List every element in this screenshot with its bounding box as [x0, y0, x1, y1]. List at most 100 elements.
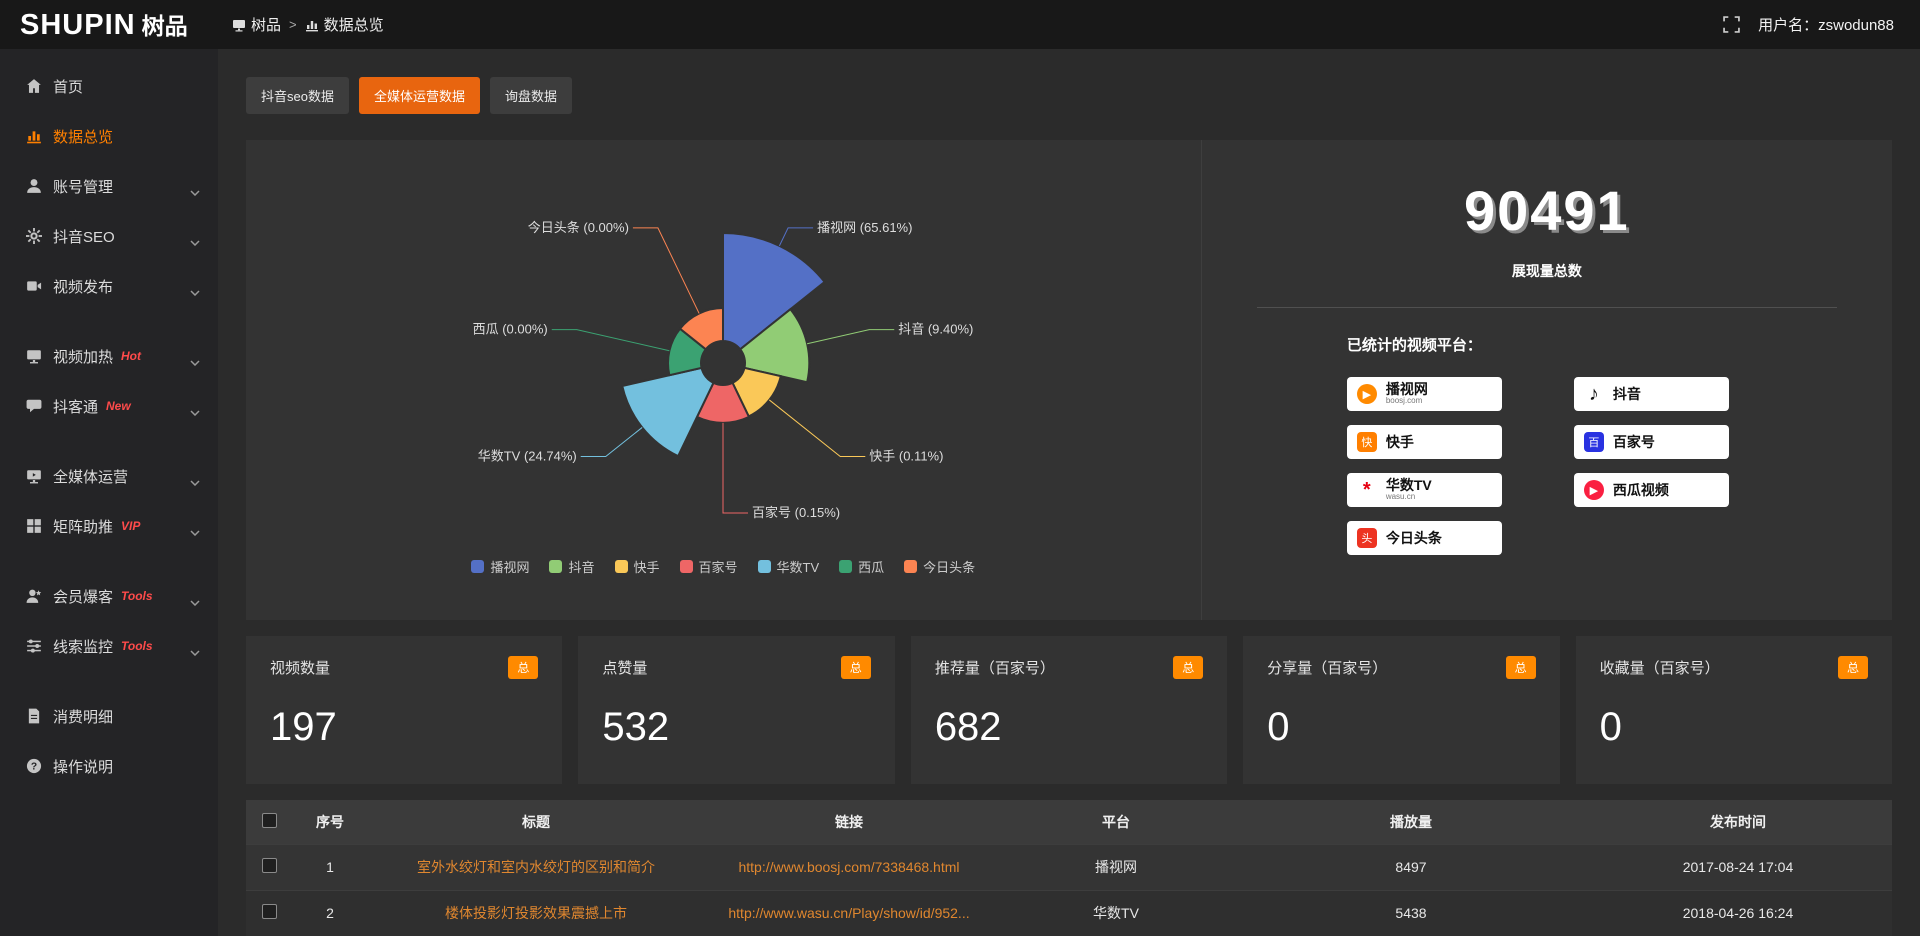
sidebar-item-home[interactable]: 首页 [0, 61, 218, 111]
platform-name: 百家号 [1612, 433, 1655, 450]
sidebar-item-instructions[interactable]: ? 操作说明 [0, 741, 218, 791]
legend-item-0[interactable]: 播视网 [471, 557, 529, 576]
platform-logo-icon: ▶ [1583, 480, 1604, 500]
legend-label: 播视网 [490, 559, 530, 575]
sidebar-item-member-burst[interactable]: 会员爆客 Tools [0, 571, 218, 621]
sidebar-item-label: 线索监控 [53, 638, 114, 656]
sidebar-item-lead-monitor[interactable]: 线索监控 Tools [0, 621, 218, 671]
legend-swatch [549, 559, 563, 573]
sidebar-item-account-mgmt[interactable]: 账号管理 [0, 161, 218, 211]
tab-douyin-seo-data[interactable]: 抖音seo数据 [246, 77, 349, 114]
pie-slice-1[interactable] [739, 307, 811, 383]
sidebar-item-spend-detail[interactable]: 消费明细 [0, 691, 218, 741]
breadcrumb-root-label: 树品 [251, 17, 282, 34]
sidebar-item-video-heat[interactable]: 视频加热 Hot [0, 331, 218, 381]
legend-swatch [614, 559, 628, 573]
sidebar-item-matrix-boost[interactable]: 矩阵助推 VIP [0, 501, 218, 551]
pie-slice-4[interactable] [621, 366, 716, 457]
platform-badge-4: * 华数TV wasu.cn [1346, 473, 1502, 507]
stat-card-value: 0 [1267, 705, 1290, 749]
legend-item-5[interactable]: 西瓜 [839, 557, 884, 576]
sidebar-item-label: 操作说明 [53, 758, 114, 776]
sidebar-item-data-overview[interactable]: 数据总览 [0, 111, 218, 161]
video-url-link[interactable]: http://www.boosj.com/7338468.html [738, 859, 960, 875]
sidebar-item-all-media-ops[interactable]: 全媒体运营 [0, 451, 218, 501]
pie-label-line [769, 399, 866, 457]
video-data-table: 序号 标题 链接 平台 播放量 发布时间 1 室外水绞灯和室内水绞灯的区别和简介 http:/… [246, 800, 1892, 936]
platform-name: 华数TV [1385, 477, 1432, 494]
sidebar-item-tag: Hot [121, 349, 142, 363]
legend-item-3[interactable]: 百家号 [679, 557, 738, 576]
sidebar-item-douketong[interactable]: 抖客通 New [0, 381, 218, 431]
column-header: 平台 [994, 800, 1238, 844]
sidebar-item-label: 消费明细 [53, 708, 114, 726]
row-plays: 5438 [1238, 889, 1584, 936]
platform-logo-icon: ♪ [1588, 382, 1599, 405]
legend-label: 抖音 [568, 559, 595, 575]
video-title-link[interactable]: 楼体投影灯投影效果震撼上市 [445, 905, 627, 921]
pie-label: 今日头条 (0.00%) [528, 219, 629, 234]
platform-badge-6: 头今日头条 [1346, 521, 1502, 555]
stat-card-value: 197 [270, 705, 337, 749]
pie-label: 抖音 (9.40%) [899, 321, 974, 336]
fullscreen-icon[interactable] [1723, 16, 1740, 33]
chevron-down-icon [190, 473, 200, 487]
pie-label: 播视网 (65.61%) [817, 219, 912, 234]
platform-logo-icon: 快 [1356, 432, 1377, 452]
row-time: 2018-04-26 16:24 [1584, 889, 1892, 936]
legend-swatch [757, 559, 771, 573]
stat-card-1: 点赞量 总 532 [578, 636, 895, 784]
tab-inquiry-data[interactable]: 询盘数据 [489, 77, 572, 114]
stat-card-title: 视频数量 [270, 660, 331, 677]
chevron-down-icon [190, 523, 200, 537]
pie-slice-6[interactable] [678, 306, 725, 351]
row-checkbox-cell [246, 843, 292, 890]
chevron-down-icon [190, 283, 200, 297]
app-logo: SHUPIN 树品 [0, 7, 218, 42]
counted-platforms-label: 已统计的视频平台： [1346, 337, 1482, 354]
username-text[interactable]: 用户名：zswodun88 [1758, 17, 1894, 34]
platform-logo-icon: 头 [1356, 528, 1377, 548]
breadcrumb-current[interactable]: 数据总览 [305, 14, 384, 35]
platform-name: 西瓜视频 [1612, 481, 1669, 498]
breadcrumb-current-label: 数据总览 [323, 17, 384, 34]
legend-swatch [471, 559, 485, 573]
screen-icon [232, 18, 246, 32]
legend-label: 今日头条 [923, 559, 976, 575]
legend-item-1[interactable]: 抖音 [549, 557, 595, 576]
video-url-link[interactable]: http://www.wasu.cn/Play/show/id/952... [728, 905, 970, 921]
row-checkbox[interactable] [261, 904, 277, 919]
sidebar-item-label: 矩阵助推 [53, 518, 114, 536]
platform-badge-3: 百百家号 [1573, 425, 1729, 459]
select-all-checkbox[interactable] [261, 812, 277, 828]
row-index: 2 [292, 889, 368, 936]
legend-item-2[interactable]: 快手 [614, 557, 660, 576]
counted-platforms: 已统计的视频平台： ▶ 播视网 boosj.com ♪ 抖音快快手 百百家号 * 华数TV wa… [1346, 334, 1747, 555]
breadcrumb-root[interactable]: 树品 [232, 14, 281, 35]
column-header: 播放量 [1238, 800, 1584, 844]
gear-icon [26, 228, 42, 244]
legend-swatch [679, 559, 693, 573]
pie-label: 快手 (0.11%) [870, 448, 944, 463]
sidebar-item-label: 会员爆客 [53, 588, 114, 606]
member-icon [26, 588, 42, 604]
screen-icon [26, 468, 42, 484]
pie-chart-area: 播视网 (65.61%) 抖音 (9.40%) 快手 (0.11%) 百家号 (0.1… [246, 140, 1201, 620]
column-header: 发布时间 [1584, 800, 1892, 844]
tab-all-media-data[interactable]: 全媒体运营数据 [358, 77, 480, 114]
grid-icon [26, 518, 42, 534]
sidebar-item-video-publish[interactable]: 视频发布 [0, 261, 218, 311]
total-badge: 总 [1838, 656, 1869, 679]
row-checkbox[interactable] [261, 858, 277, 873]
doc-icon [26, 708, 42, 724]
row-index: 1 [292, 843, 368, 890]
legend-item-4[interactable]: 华数TV [757, 557, 819, 576]
video-title-link[interactable]: 室外水绞灯和室内水绞灯的区别和简介 [417, 859, 655, 875]
legend-label: 快手 [633, 559, 660, 575]
sidebar-item-douyin-seo[interactable]: 抖音SEO [0, 211, 218, 261]
platform-name: 抖音 [1612, 385, 1641, 402]
pie-slice-0[interactable] [722, 231, 827, 351]
legend-item-6[interactable]: 今日头条 [904, 557, 975, 576]
stat-card-2: 推荐量（百家号） 总 682 [910, 636, 1228, 784]
platform-name: 快手 [1385, 433, 1414, 450]
